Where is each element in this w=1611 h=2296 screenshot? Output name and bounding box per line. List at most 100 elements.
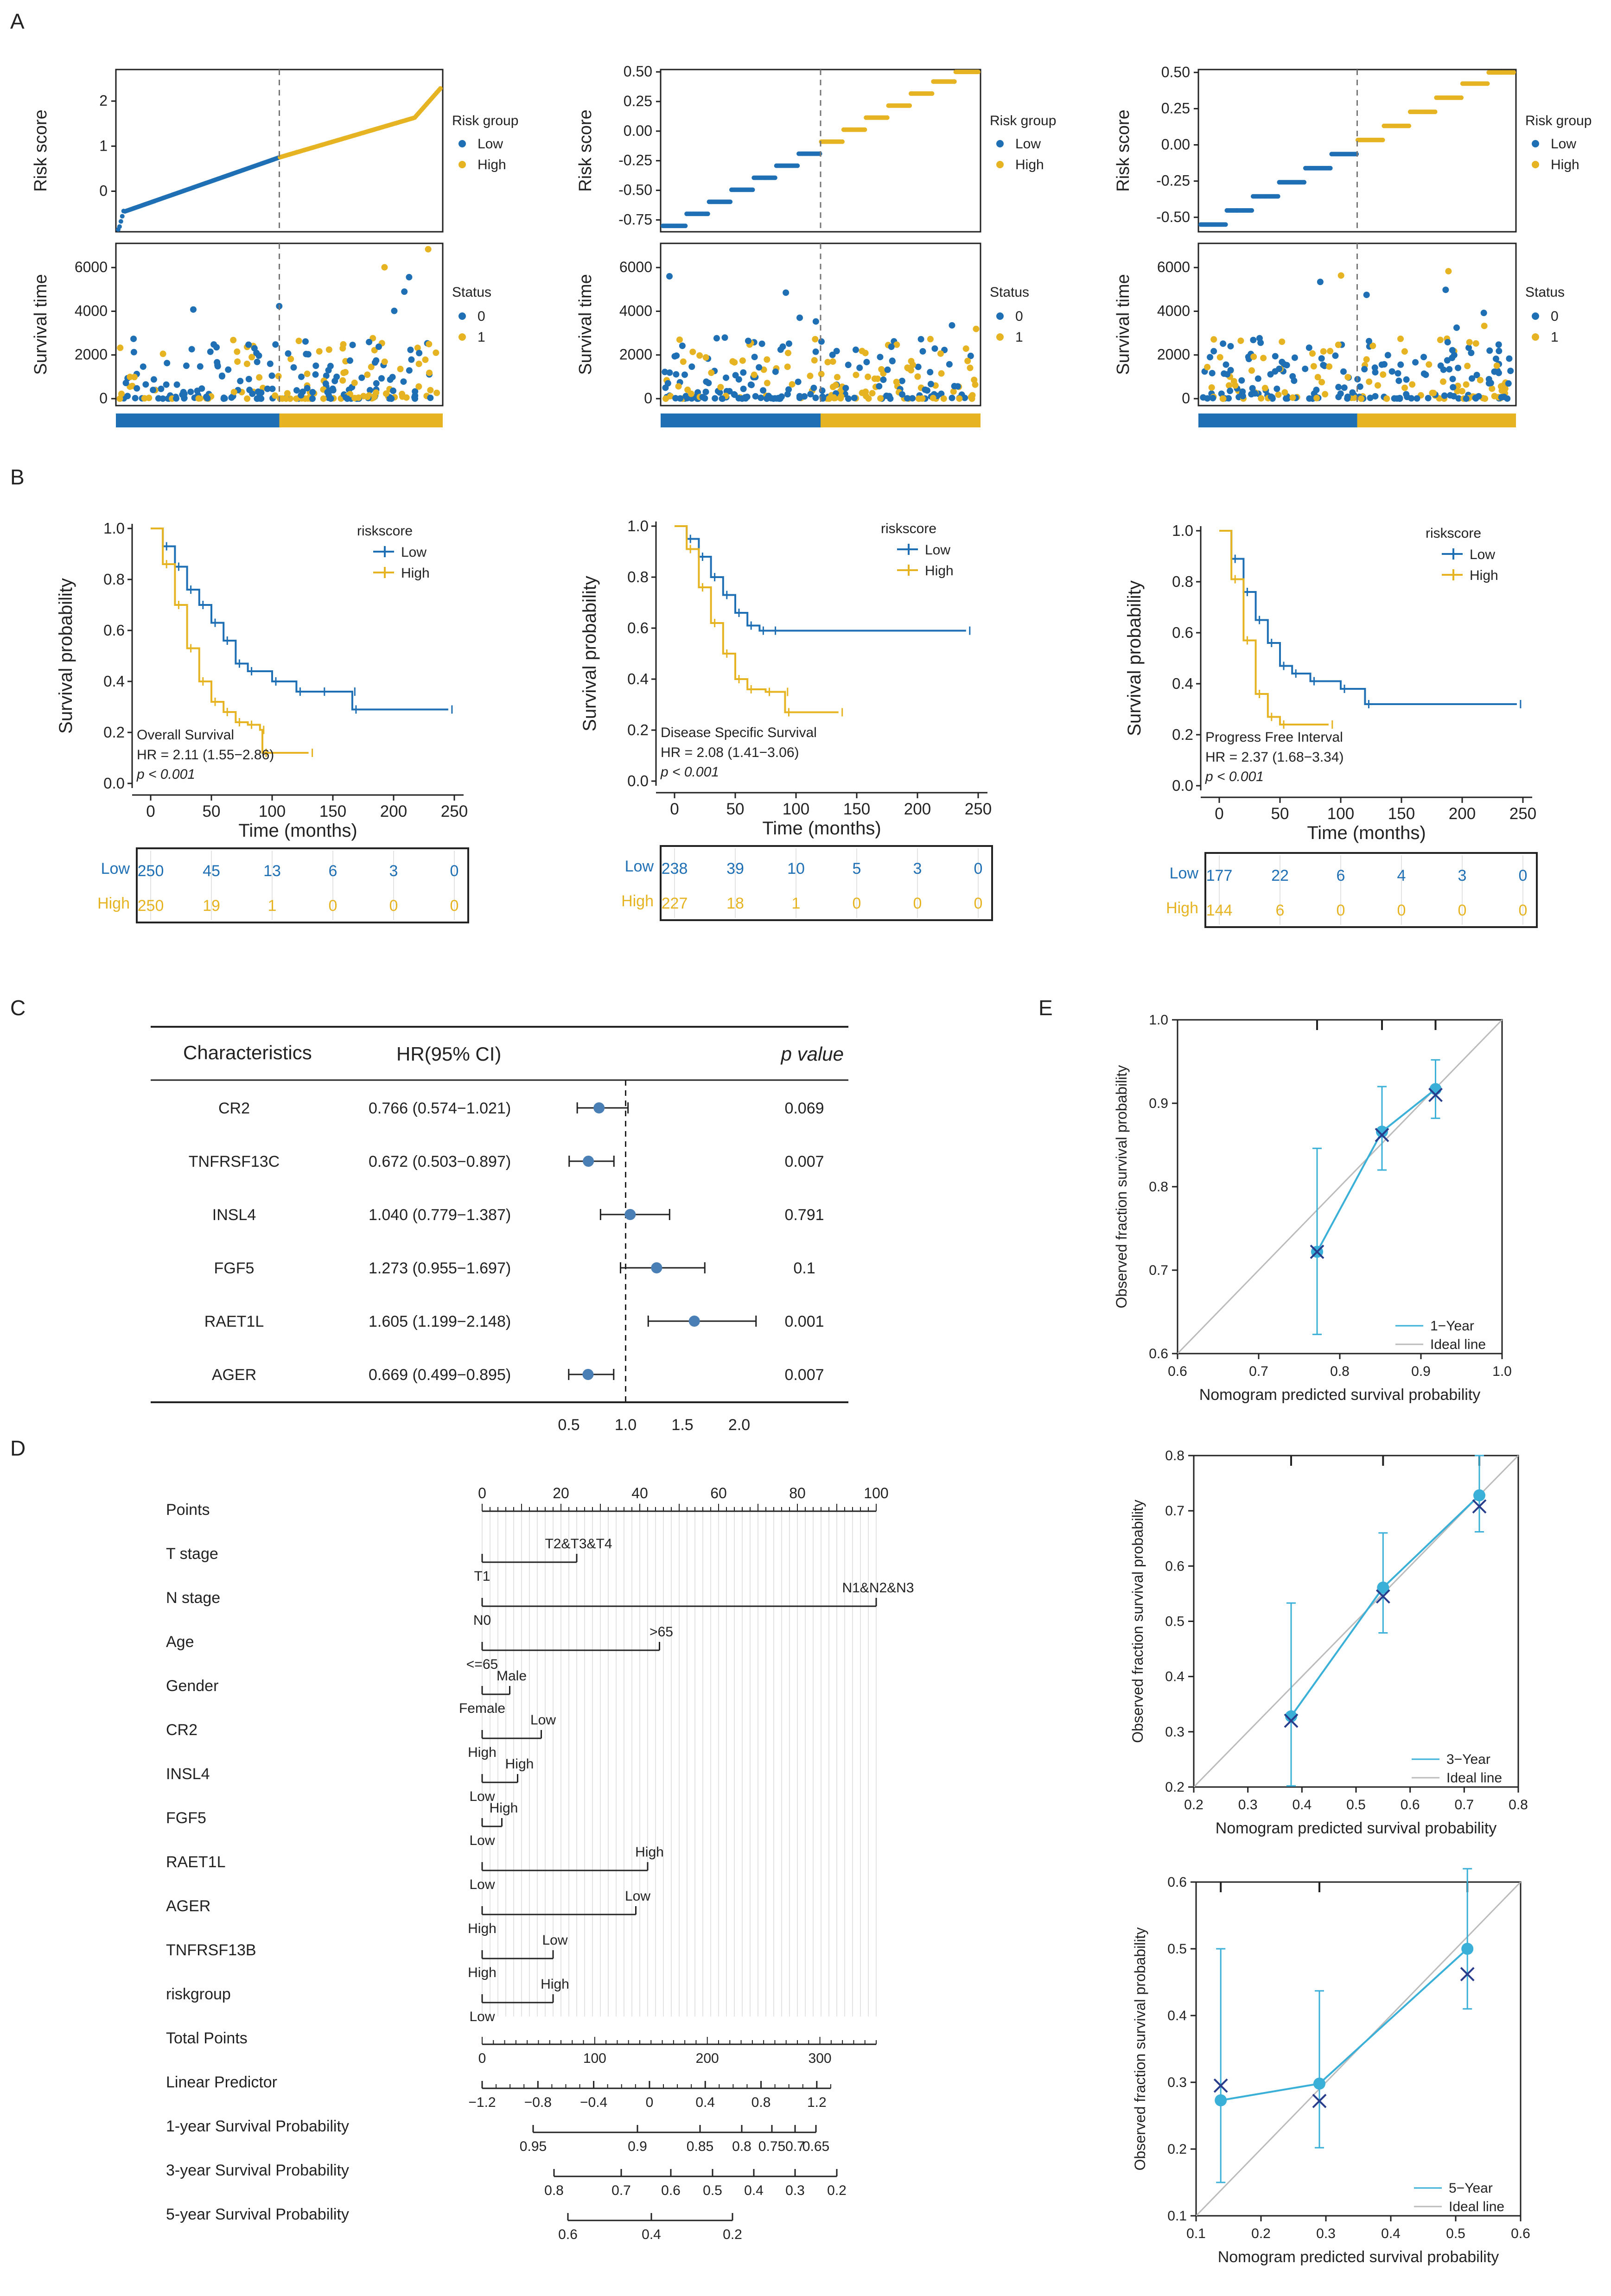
panel-letter-b: B: [10, 465, 25, 489]
nomogram-row-label: Total Points: [166, 2029, 248, 2047]
bias-corrected-cross: [1472, 1499, 1487, 1514]
survival-point: [375, 343, 382, 350]
calibration-ytick: 0.5: [1167, 1941, 1187, 1957]
survival-point: [824, 359, 831, 366]
survival-point: [214, 362, 221, 369]
survival-point: [745, 337, 751, 344]
forest-axis-tick: 1.5: [671, 1416, 693, 1434]
survival-point: [927, 369, 934, 375]
survival-point: [789, 381, 796, 388]
survival-point: [703, 378, 710, 385]
legend-label-1: 1: [1551, 330, 1559, 345]
survival-point: [1250, 353, 1257, 360]
survival-point: [188, 346, 195, 353]
km-xtick: 0: [146, 802, 155, 820]
survival-time-ylabel: Survival time: [31, 274, 51, 375]
km-plot-3: 1.0 0.8 0.6 0.4 0.2 0.0 0 50 100 150 200 250 Surviva…: [1124, 522, 1538, 928]
risk-point: [1302, 180, 1307, 185]
risk-table-row-label-low: Low: [625, 858, 654, 875]
km-curve-low: [151, 528, 448, 711]
km-ytick: 0.2: [1172, 726, 1193, 743]
calibration-ytick: 0.4: [1165, 1669, 1184, 1685]
survival-point: [740, 385, 747, 392]
legend-dot-low: [458, 140, 466, 147]
risk-table-high-count: 0: [1337, 902, 1345, 919]
nomogram-row-label: INSL4: [166, 1765, 210, 1783]
survival-point: [1210, 336, 1217, 343]
survival-point: [1409, 381, 1416, 388]
survival-point: [1388, 368, 1395, 375]
survival-point: [1250, 337, 1257, 343]
survival-point: [834, 374, 841, 381]
survival-point: [342, 369, 349, 375]
risk-table-row-label-high: High: [1166, 899, 1198, 917]
survival-point: [225, 366, 232, 373]
survival-point: [268, 372, 275, 379]
survival-point: [1210, 348, 1217, 355]
calibration-point: [1461, 1943, 1474, 1955]
survival-point: [1237, 337, 1244, 344]
survival-point: [877, 395, 884, 402]
surv3-tick: 0.7: [611, 2183, 631, 2198]
survival-point: [1383, 395, 1390, 402]
survival-point: [717, 384, 724, 391]
survival-point: [351, 379, 358, 386]
survival-point: [937, 350, 944, 357]
calibration-xlabel: Nomogram predicted survival probability: [1199, 1386, 1481, 1404]
survival-point: [220, 394, 227, 401]
surv1-tick: 0.8: [732, 2139, 751, 2154]
surv1-tick: 0.9: [628, 2139, 647, 2154]
status-legend-title: Status: [452, 285, 491, 300]
risk-point: [976, 70, 981, 75]
survival-point: [387, 376, 394, 383]
survival-tick-label: 6000: [75, 259, 108, 275]
survival-point: [889, 358, 896, 365]
calibration-ylabel: Observed fraction survival probability: [1132, 1927, 1148, 2171]
survival-point: [1468, 350, 1475, 356]
survival-point: [1375, 382, 1382, 389]
survival-point: [1327, 348, 1334, 355]
survival-point: [1256, 335, 1263, 342]
calibration-xlabel: Nomogram predicted survival probability: [1216, 1819, 1497, 1837]
risk-table-high-count: 0: [853, 895, 861, 912]
survival-point: [195, 395, 202, 402]
survival-point: [758, 394, 764, 401]
survival-point: [971, 376, 978, 383]
survival-tick-label: 2000: [1157, 346, 1190, 363]
nomogram-row-label: 3-year Survival Probability: [166, 2162, 349, 2179]
survival-point: [940, 395, 947, 402]
high-risk-bar: [1357, 413, 1516, 427]
survival-point: [919, 348, 926, 355]
calibration-point: [1215, 2094, 1227, 2106]
survival-point: [228, 394, 235, 401]
survival-tick-label: 4000: [1157, 302, 1190, 319]
survival-point: [1274, 385, 1280, 392]
survival-point: [1463, 381, 1470, 388]
survival-point: [433, 389, 440, 396]
survival-point: [324, 389, 331, 396]
km-xtick: 50: [203, 802, 221, 820]
survival-point: [758, 340, 765, 347]
survival-point: [251, 345, 258, 352]
survival-point: [784, 391, 791, 398]
survival-point: [832, 382, 839, 388]
nomogram-row-label: RAET1L: [166, 1853, 226, 1871]
survival-point: [699, 394, 706, 401]
survival-point: [349, 342, 356, 349]
survival-point: [811, 357, 818, 364]
survival-point: [183, 363, 190, 369]
forest-row-p: 0.007: [784, 1366, 824, 1384]
survival-point: [366, 338, 373, 345]
calibration-ylabel: Observed fraction survival probability: [1129, 1500, 1146, 1743]
survival-point: [956, 395, 963, 402]
survival-point: [726, 388, 733, 394]
survival-point: [1305, 344, 1312, 351]
variable-low-label: Female: [459, 1701, 505, 1716]
survival-point: [416, 350, 423, 356]
survival-point: [1289, 373, 1296, 380]
survival-point: [323, 372, 330, 379]
nomogram-row-label: AGER: [166, 1897, 210, 1915]
survival-point: [1482, 395, 1489, 402]
survival-point: [344, 395, 351, 402]
km-ylabel: Survival probability: [56, 578, 76, 734]
